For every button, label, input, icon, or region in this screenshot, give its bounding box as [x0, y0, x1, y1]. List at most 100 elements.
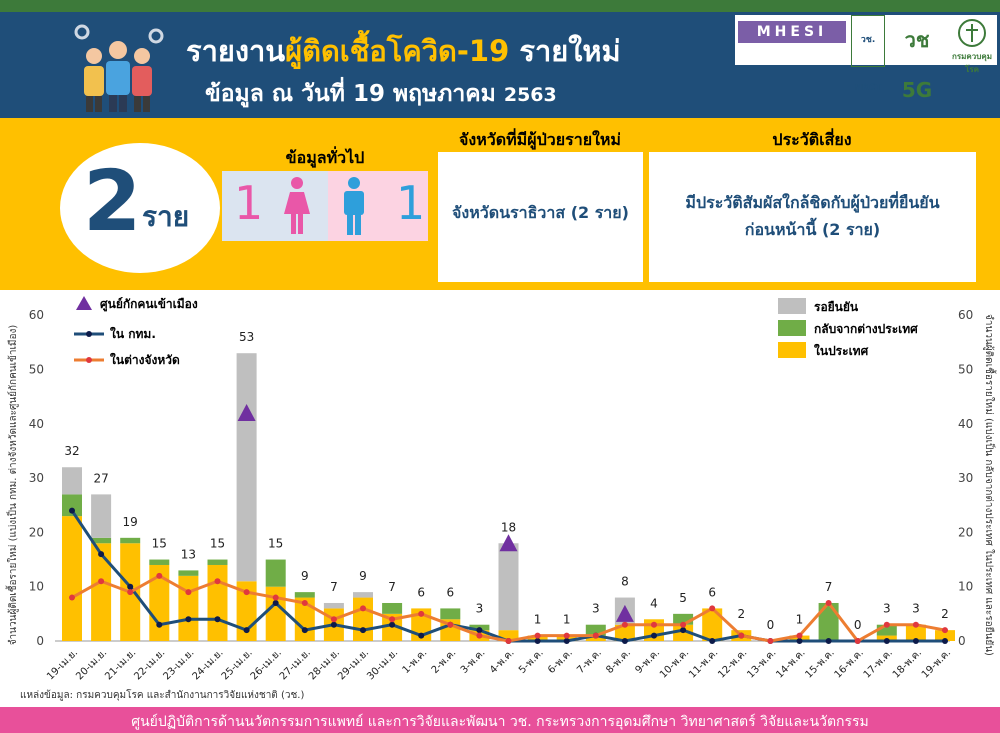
bar-domestic: [265, 586, 286, 641]
source-note: แหล่งข้อมูล: กรมควบคุมโรค และสำนักงานการ…: [20, 690, 305, 701]
line-provinces-point: [447, 621, 454, 628]
line-provinces-point: [418, 610, 425, 617]
legend-bar-pending-swatch: [778, 298, 806, 314]
x-tick-label: 20-เม.ย.: [74, 647, 109, 682]
x-tick-label: 14-พ.ค.: [774, 647, 807, 680]
y-tick-left: 20: [29, 525, 44, 539]
bar-overseas: [876, 624, 897, 636]
footer-text: ศูนย์ปฏิบัติการด้านนวัตกรรมการแพทย์ และก…: [131, 714, 869, 730]
x-tick-label: 19-พ.ค.: [920, 647, 953, 680]
data-label-total: 6: [708, 585, 716, 599]
bar-overseas: [382, 602, 403, 614]
bar-domestic: [498, 630, 519, 641]
line-provinces-point: [476, 632, 483, 639]
legend-bangkok-label: ใน กทม.: [110, 326, 156, 341]
line-provinces-point: [214, 578, 221, 585]
line-bangkok-point: [69, 507, 75, 514]
bar-domestic: [62, 516, 82, 641]
data-label-total: 15: [152, 537, 167, 551]
line-provinces-point: [621, 621, 628, 628]
data-label-total: 19: [123, 515, 138, 529]
line-provinces-point: [127, 589, 134, 596]
x-tick-label: 8-พ.ค.: [604, 647, 633, 676]
bar-overseas: [294, 592, 315, 598]
line-provinces-point: [738, 632, 745, 639]
legend-bar-domestic-swatch: [778, 342, 806, 358]
line-provinces-point: [563, 632, 570, 639]
x-tick-label: 19-เม.ย.: [45, 647, 80, 682]
risk-line-2: ก่อนหน้านี้ (2 ราย): [744, 220, 881, 239]
footer-bar: [0, 707, 1000, 733]
cases-chart: 3219-เม.ย.2720-เม.ย.1921-เม.ย.1522-เม.ย.…: [5, 296, 997, 682]
x-tick-label: 21-เม.ย.: [103, 647, 138, 682]
y-tick-right: 60: [958, 308, 973, 322]
x-tick-label: 25-เม.ย.: [220, 647, 255, 682]
bar-pending: [353, 592, 373, 598]
line-provinces-point: [796, 632, 803, 639]
line-provinces-point: [156, 572, 163, 579]
x-tick-label: 17-พ.ค.: [862, 647, 895, 680]
line-bangkok-point: [563, 638, 570, 644]
x-tick-label: 3-พ.ค.: [459, 647, 488, 676]
immigration-marker: [237, 403, 256, 421]
x-tick-label: 6-พ.ค.: [546, 647, 575, 676]
line-bangkok-point: [301, 627, 308, 634]
top-strip: [0, 0, 1000, 12]
province-box: [438, 152, 643, 282]
line-bangkok-point: [243, 627, 250, 634]
line-provinces-point: [301, 599, 308, 606]
data-label-total: 5: [679, 591, 687, 605]
line-bangkok-point: [680, 627, 687, 634]
line-bangkok-point: [621, 638, 628, 644]
female-box: [222, 171, 328, 241]
line-bangkok-point: [709, 638, 716, 644]
y-tick-right: 0: [958, 634, 966, 648]
line-bangkok-point: [185, 616, 192, 623]
line-provinces-point: [942, 627, 948, 634]
x-tick-label: 22-เม.ย.: [132, 647, 167, 682]
line-bangkok-point: [883, 638, 890, 644]
line-bangkok-point: [418, 632, 425, 639]
data-label-total: 3: [883, 602, 891, 616]
line-bangkok-point: [942, 638, 948, 644]
line-provinces-point: [767, 638, 774, 644]
y-tick-left: 10: [29, 580, 44, 594]
data-label-total: 13: [181, 547, 196, 561]
data-label-total: 1: [534, 613, 542, 627]
bar-overseas: [818, 602, 839, 641]
bar-overseas: [265, 559, 286, 587]
bar-domestic: [178, 575, 199, 641]
nrct-5g-logo: วช 5G: [901, 28, 933, 102]
page-subtitle: ข้อมูล ณ วันที่ 19 พฤษภาคม 2563: [205, 81, 557, 107]
data-label-total: 18: [501, 520, 516, 534]
bar-domestic: [91, 543, 112, 641]
x-tick-label: 30-เม.ย.: [365, 647, 400, 682]
line-bangkok-point: [389, 621, 396, 628]
x-tick-label: 24-เม.ย.: [191, 647, 226, 682]
male-count: 1: [396, 176, 426, 230]
data-label-total: 27: [93, 471, 108, 485]
y-tick-left: 50: [29, 363, 44, 377]
line-bangkok-point: [825, 638, 832, 644]
line-provinces-point: [272, 594, 279, 601]
chart-bars: [62, 353, 955, 641]
total-unit: ราย: [142, 200, 190, 233]
bar-overseas: [585, 624, 606, 636]
line-bangkok-point: [360, 627, 366, 634]
general-info-header: ข้อมูลทั่วไป: [285, 148, 365, 167]
bar-overseas: [673, 613, 694, 625]
line-provinces-point: [534, 632, 541, 639]
legend-bar-overseas-swatch: [778, 320, 806, 336]
province-header: จังหวัดที่มีผู้ป่วยรายใหม่: [459, 130, 621, 149]
data-label-total: 53: [239, 330, 254, 344]
total-circle: [60, 143, 220, 273]
logo-strip: MHESI วช. NRCT วช 5G กรมควบคุมโรค: [735, 15, 997, 102]
province-text: จังหวัดนราธิวาส (2 ราย): [452, 203, 629, 222]
legend-immigration-label: ศูนย์กักคนเข้าเมือง: [100, 297, 198, 312]
bar-domestic: [905, 624, 926, 641]
line-provinces-point: [389, 616, 396, 623]
x-tick-label: 16-พ.ค.: [833, 647, 866, 680]
data-label-total: 2: [941, 607, 949, 621]
data-label-total: 9: [301, 569, 309, 583]
